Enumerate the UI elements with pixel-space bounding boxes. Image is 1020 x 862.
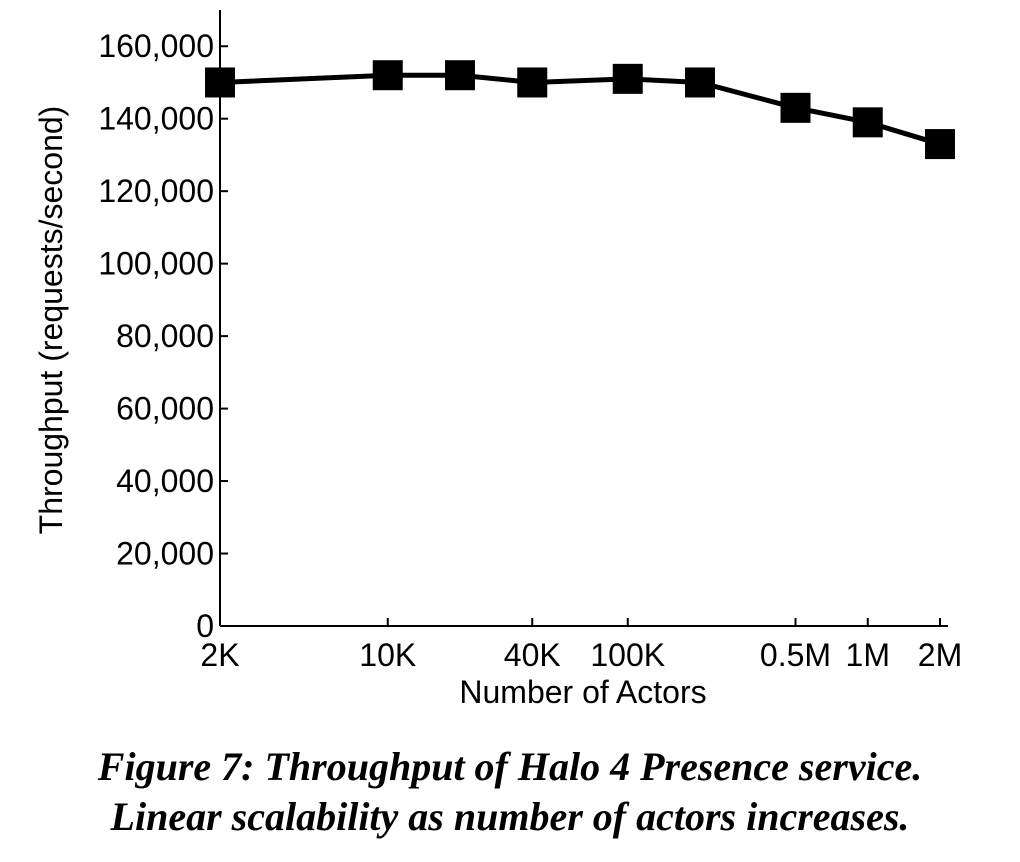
caption-line-2: Linear scalability as number of actors i… xyxy=(110,794,910,839)
data-point-marker xyxy=(445,60,475,91)
x-tick-label: 100K xyxy=(590,637,665,673)
y-tick-label: 0 xyxy=(196,608,214,644)
y-axis-label: Throughput (requests/second) xyxy=(33,106,69,535)
y-tick-label: 100,000 xyxy=(98,246,214,282)
data-point-marker xyxy=(612,63,643,94)
y-tick-label: 120,000 xyxy=(98,173,214,209)
x-ticks: 2K 10K 40K 100K 0.5M 1M 2M xyxy=(200,618,962,673)
y-tick-label: 140,000 xyxy=(98,101,214,137)
data-point-marker xyxy=(205,67,235,98)
series-layer xyxy=(205,60,955,160)
series-line xyxy=(219,72,941,147)
y-tick-label: 20,000 xyxy=(116,536,214,572)
y-tick-label: 80,000 xyxy=(116,318,214,354)
x-tick-label: 1M xyxy=(846,637,890,673)
data-point-marker xyxy=(780,92,811,123)
data-point-marker xyxy=(852,107,883,138)
data-point-marker xyxy=(685,67,715,98)
data-point-marker xyxy=(925,129,955,160)
y-ticks: 0 20,000 40,000 60,000 80,000 100,000 120,000 1… xyxy=(98,28,228,644)
x-tick-label: 2K xyxy=(200,637,239,673)
figure-caption: Figure 7: Throughput of Halo 4 Presence … xyxy=(0,742,1020,842)
data-point-marker xyxy=(517,67,548,98)
caption-line-1: Figure 7: Throughput of Halo 4 Presence … xyxy=(97,744,923,789)
x-tick-label: 40K xyxy=(504,637,561,673)
y-tick-label: 40,000 xyxy=(116,463,214,499)
y-tick-label: 60,000 xyxy=(116,391,214,427)
x-tick-label: 10K xyxy=(359,637,416,673)
x-tick-label: 0.5M xyxy=(760,637,831,673)
data-point-marker xyxy=(372,60,403,91)
x-tick-label: 2M xyxy=(918,637,962,673)
y-tick-label: 160,000 xyxy=(98,28,214,64)
x-axis-label: Number of Actors xyxy=(459,674,706,710)
